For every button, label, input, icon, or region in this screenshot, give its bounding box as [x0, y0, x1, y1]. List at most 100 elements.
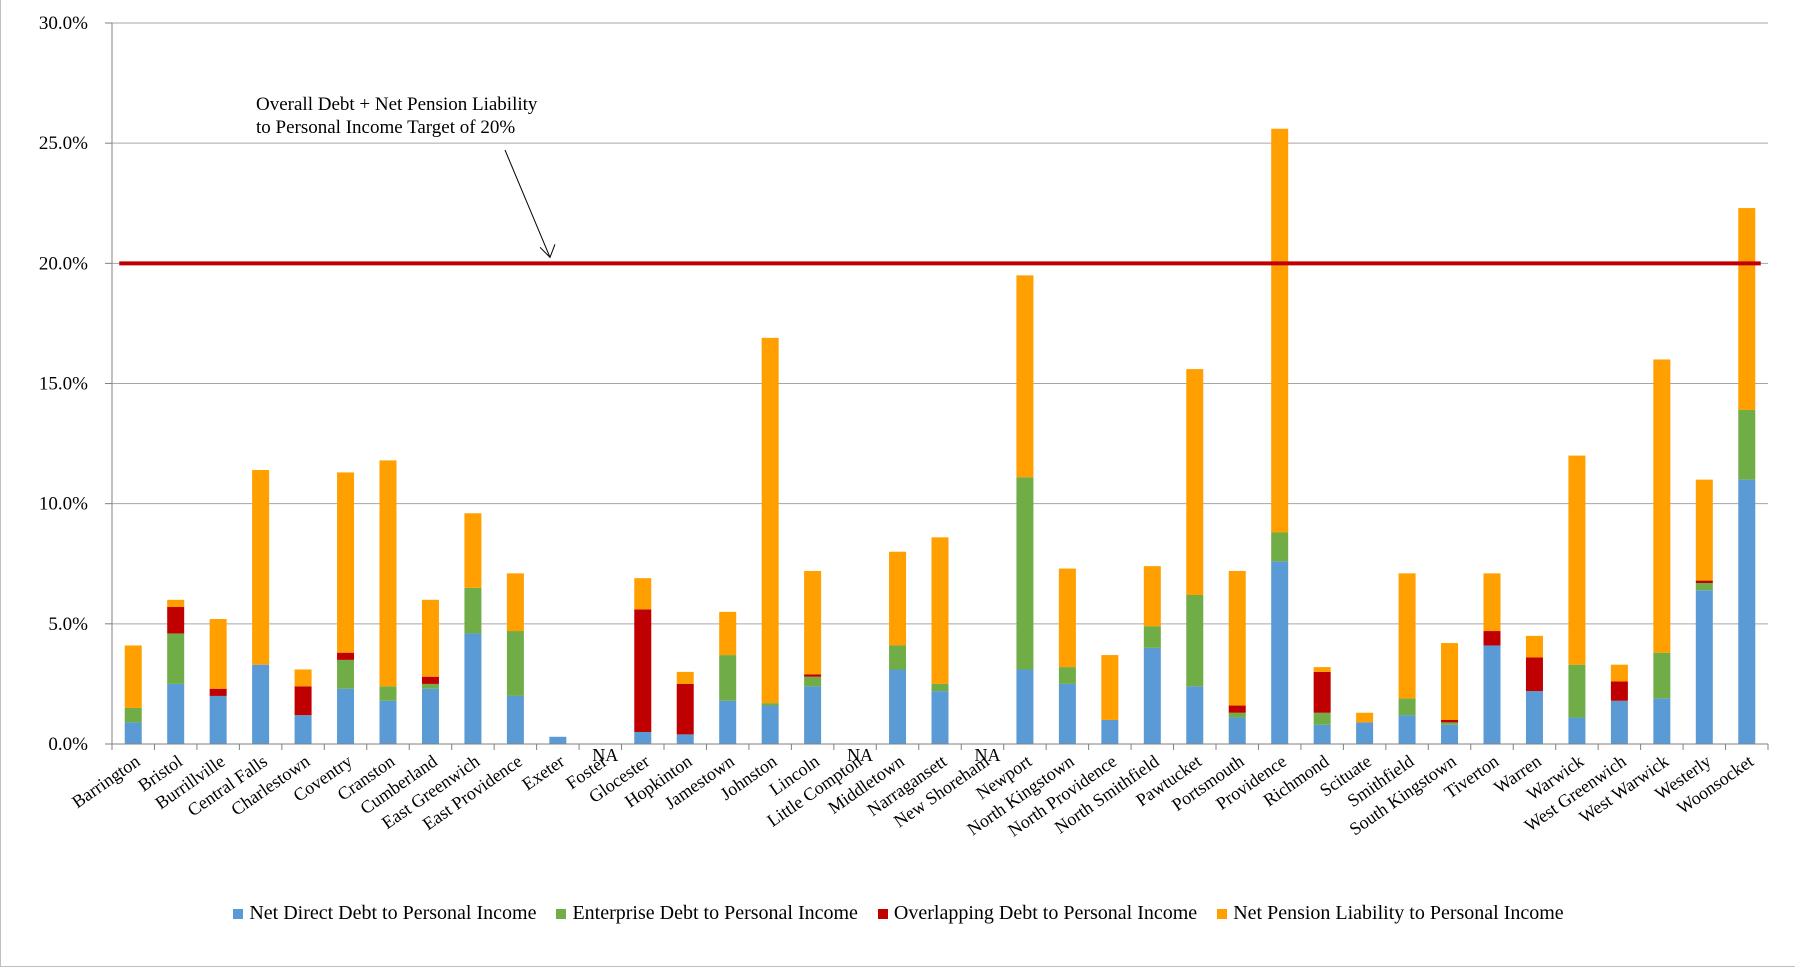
bar-net-pension-liability-to-personal-income-south-kingstown [1441, 643, 1459, 720]
bar-net-pension-liability-to-personal-income-north-smithfield [1143, 566, 1161, 627]
bar-enterprise-debt-to-personal-income-portsmouth [1228, 712, 1246, 718]
bar-overlapping-debt-to-personal-income-burrillville [209, 688, 227, 696]
bar-net-direct-debt-to-personal-income-north-providence [1101, 719, 1119, 744]
bar-net-pension-liability-to-personal-income-east-greenwich [464, 513, 482, 588]
bar-net-direct-debt-to-personal-income-richmond [1313, 724, 1331, 744]
bar-net-direct-debt-to-personal-income-west-warwick [1653, 698, 1671, 744]
legend-label: Enterprise Debt to Personal Income [572, 902, 858, 924]
bar-enterprise-debt-to-personal-income-bristol [167, 633, 185, 684]
bar-overlapping-debt-to-personal-income-westerly [1695, 580, 1713, 583]
na-label: NA [847, 745, 873, 765]
na-label: NA [592, 745, 618, 765]
bar-net-pension-liability-to-personal-income-charlestown [294, 669, 312, 687]
bar-net-direct-debt-to-personal-income-east-greenwich [464, 633, 482, 744]
legend-label: Net Pension Liability to Personal Income [1233, 902, 1564, 924]
target-overlay: NA NA NA Overall Debt + Net Pension Liabili… [119, 94, 1761, 765]
bar-net-pension-liability-to-personal-income-cranston [379, 460, 397, 687]
bar-net-pension-liability-to-personal-income-tiverton [1483, 573, 1501, 632]
bar-net-pension-liability-to-personal-income-narragansett [931, 537, 949, 684]
bar-net-direct-debt-to-personal-income-glocester [634, 731, 652, 744]
legend-swatch [877, 908, 888, 919]
bar-net-direct-debt-to-personal-income-woonsocket [1738, 479, 1756, 744]
bar-net-direct-debt-to-personal-income-smithfield [1398, 715, 1416, 744]
bar-net-pension-liability-to-personal-income-jamestown [719, 611, 737, 656]
bar-net-direct-debt-to-personal-income-east-providence [506, 695, 524, 744]
bar-net-pension-liability-to-personal-income-middletown [889, 551, 907, 646]
bar-net-pension-liability-to-personal-income-west-warwick [1653, 359, 1671, 653]
y-tick-label: 0.0% [48, 734, 88, 755]
bar-net-pension-liability-to-personal-income-richmond [1313, 667, 1331, 672]
bar-overlapping-debt-to-personal-income-cumberland [421, 676, 439, 684]
legend-swatch [556, 908, 567, 919]
y-tick-label: 10.0% [39, 494, 88, 515]
bar-net-pension-liability-to-personal-income-providence [1271, 128, 1289, 533]
bar-net-direct-debt-to-personal-income-bristol [167, 683, 185, 744]
bar-enterprise-debt-to-personal-income-woonsocket [1738, 409, 1756, 480]
legend: Net Direct Debt to Personal Income Enterp… [0, 902, 1797, 925]
legend-item: Enterprise Debt to Personal Income [556, 902, 858, 925]
bar-net-pension-liability-to-personal-income-glocester [634, 578, 652, 610]
bar-net-direct-debt-to-personal-income-newport [1016, 669, 1034, 744]
bar-net-pension-liability-to-personal-income-pawtucket [1186, 369, 1204, 595]
bar-net-pension-liability-to-personal-income-burrillville [209, 619, 227, 689]
target-annotation-line: Overall Debt + Net Pension Liability [256, 94, 538, 115]
bar-net-pension-liability-to-personal-income-west-greenwich [1610, 664, 1628, 682]
bar-net-direct-debt-to-personal-income-coventry [337, 688, 355, 744]
bar-net-direct-debt-to-personal-income-johnston [761, 705, 779, 744]
y-tick-label: 20.0% [39, 253, 88, 274]
bar-net-direct-debt-to-personal-income-middletown [889, 669, 907, 744]
x-category-label: Barrington [68, 751, 143, 812]
y-tick-label: 25.0% [39, 133, 88, 154]
annotation-arrow [504, 149, 551, 258]
bar-net-direct-debt-to-personal-income-westerly [1695, 590, 1713, 744]
x-category-label: Exeter [518, 751, 568, 794]
bar-net-pension-liability-to-personal-income-newport [1016, 275, 1034, 478]
bar-net-direct-debt-to-personal-income-providence [1271, 561, 1289, 744]
bar-net-direct-debt-to-personal-income-south-kingstown [1441, 724, 1459, 744]
y-tick-label: 30.0% [39, 13, 88, 34]
bar-net-direct-debt-to-personal-income-cumberland [421, 688, 439, 744]
bar-net-direct-debt-to-personal-income-scituate [1356, 722, 1374, 744]
bar-enterprise-debt-to-personal-income-richmond [1313, 712, 1331, 725]
bar-net-pension-liability-to-personal-income-north-providence [1101, 655, 1119, 720]
bar-net-pension-liability-to-personal-income-smithfield [1398, 573, 1416, 699]
legend-swatch [1217, 908, 1228, 919]
bar-enterprise-debt-to-personal-income-cranston [379, 686, 397, 701]
bar-net-pension-liability-to-personal-income-north-kingstown [1058, 568, 1076, 668]
bar-net-pension-liability-to-personal-income-woonsocket [1738, 208, 1756, 410]
legend-swatch [233, 908, 244, 919]
bar-overlapping-debt-to-personal-income-glocester [634, 609, 652, 732]
bar-enterprise-debt-to-personal-income-jamestown [719, 655, 737, 701]
bar-net-direct-debt-to-personal-income-north-kingstown [1058, 683, 1076, 744]
bar-enterprise-debt-to-personal-income-cumberland [421, 683, 439, 689]
bar-enterprise-debt-to-personal-income-middletown [889, 645, 907, 670]
y-tick-label: 5.0% [48, 614, 88, 635]
bar-enterprise-debt-to-personal-income-east-greenwich [464, 587, 482, 634]
bar-net-direct-debt-to-personal-income-portsmouth [1228, 717, 1246, 744]
bar-net-direct-debt-to-personal-income-central-falls [252, 664, 270, 744]
bar-net-pension-liability-to-personal-income-westerly [1695, 479, 1713, 581]
legend-item: Overlapping Debt to Personal Income [877, 902, 1197, 925]
bar-net-pension-liability-to-personal-income-central-falls [252, 470, 270, 665]
bar-net-direct-debt-to-personal-income-tiverton [1483, 645, 1501, 744]
bar-net-pension-liability-to-personal-income-hopkinton [676, 671, 694, 684]
y-tick-label: 15.0% [39, 374, 88, 395]
bar-net-direct-debt-to-personal-income-charlestown [294, 715, 312, 744]
bar-enterprise-debt-to-personal-income-pawtucket [1186, 594, 1204, 687]
bar-enterprise-debt-to-personal-income-south-kingstown [1441, 722, 1459, 725]
annotation-arrowhead [539, 244, 556, 259]
bar-overlapping-debt-to-personal-income-bristol [167, 607, 185, 634]
bar-net-pension-liability-to-personal-income-scituate [1356, 712, 1374, 723]
bar-net-direct-debt-to-personal-income-burrillville [209, 695, 227, 744]
bar-enterprise-debt-to-personal-income-barrington [124, 707, 142, 723]
bar-net-pension-liability-to-personal-income-coventry [337, 472, 355, 653]
bar-net-direct-debt-to-personal-income-north-smithfield [1143, 647, 1161, 744]
bar-net-direct-debt-to-personal-income-barrington [124, 722, 142, 744]
target-annotation-line: to Personal Income Target of 20% [256, 117, 515, 138]
bar-net-pension-liability-to-personal-income-cumberland [421, 599, 439, 677]
bar-overlapping-debt-to-personal-income-coventry [337, 652, 355, 660]
bar-overlapping-debt-to-personal-income-portsmouth [1228, 705, 1246, 713]
bar-net-pension-liability-to-personal-income-lincoln [804, 570, 822, 675]
bar-net-direct-debt-to-personal-income-jamestown [719, 700, 737, 744]
